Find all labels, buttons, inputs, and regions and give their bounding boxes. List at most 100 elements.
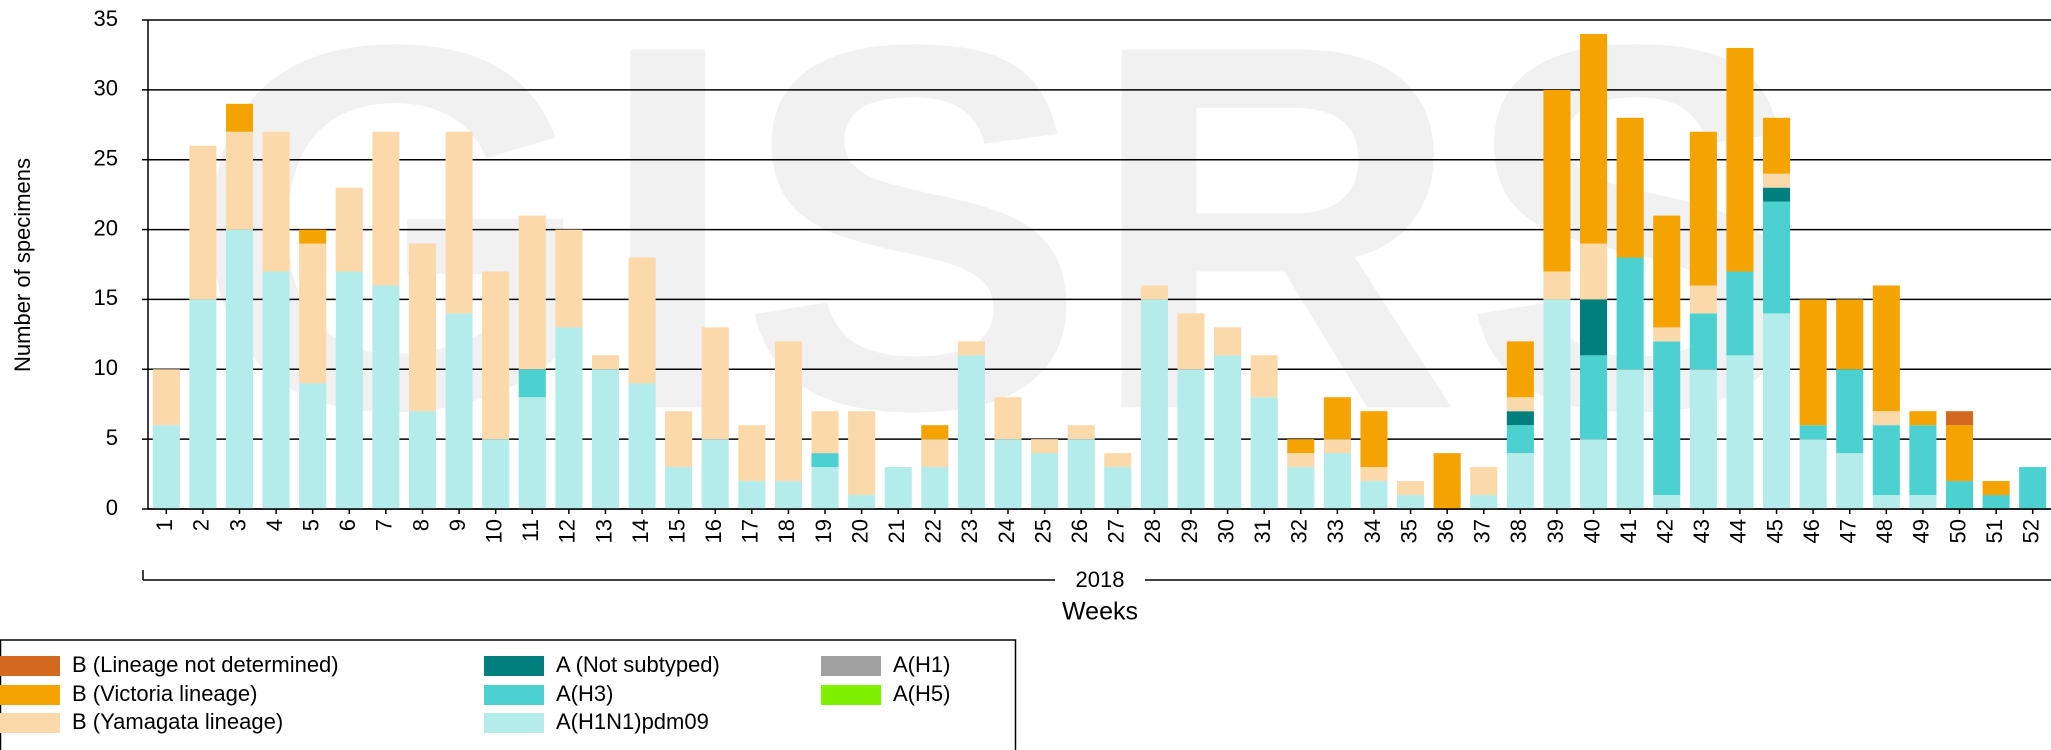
x-tick-label: 12 xyxy=(555,519,580,543)
bar-segment xyxy=(1982,481,2010,496)
x-tick-label: 46 xyxy=(1799,519,1824,543)
bar-segment xyxy=(1836,453,1864,509)
legend-label: A (Not subtyped) xyxy=(556,652,720,677)
y-tick-label: 10 xyxy=(94,355,118,380)
x-tick-label: 39 xyxy=(1543,519,1568,543)
x-tick-label: 40 xyxy=(1579,519,1604,543)
x-tick-label: 44 xyxy=(1726,519,1751,543)
bar-segment xyxy=(1836,369,1864,454)
bar-segment xyxy=(189,145,217,300)
x-tick-label: 43 xyxy=(1689,519,1714,543)
bar-segment xyxy=(1360,411,1388,468)
bar-segment xyxy=(1945,481,1974,509)
bar-segment xyxy=(1433,453,1461,509)
bar-segment xyxy=(1506,341,1534,398)
bar-segment xyxy=(372,285,400,509)
bar-segment xyxy=(1726,271,1754,356)
bar-segment xyxy=(1872,495,1900,509)
bar-segment xyxy=(1177,369,1205,509)
bar-segment xyxy=(811,453,839,468)
bar-segment xyxy=(1067,439,1095,509)
bar-segment xyxy=(994,397,1022,440)
x-tick-label: 51 xyxy=(1982,519,2007,543)
y-tick-label: 20 xyxy=(94,215,118,240)
bar-segment xyxy=(1762,173,1791,188)
bar-segment xyxy=(665,411,693,468)
legend-swatch xyxy=(484,685,544,705)
x-tick-label: 33 xyxy=(1323,519,1348,543)
x-tick-label: 14 xyxy=(628,519,653,543)
bar-segment xyxy=(1397,495,1425,509)
bar-segment xyxy=(445,313,473,509)
x-tick-label: 18 xyxy=(774,519,799,543)
bar-segment xyxy=(1323,397,1351,440)
x-tick-label: 49 xyxy=(1909,519,1934,543)
legend-swatch xyxy=(821,656,881,676)
x-tick-label: 24 xyxy=(994,519,1019,543)
x-tick-label: 47 xyxy=(1836,519,1861,543)
bar-segment xyxy=(299,229,327,244)
x-tick-label: 19 xyxy=(811,519,836,543)
x-tick-label: 32 xyxy=(1287,519,1312,543)
bar-segment xyxy=(1360,467,1388,482)
bar-segment xyxy=(335,271,363,509)
bar-segment xyxy=(1067,425,1095,440)
bar-segment xyxy=(1580,243,1608,300)
bar-segment xyxy=(1945,425,1974,482)
x-tick-label: 29 xyxy=(1177,519,1202,543)
bar-segment xyxy=(1250,355,1278,398)
bar-segment xyxy=(1104,453,1132,468)
bar-segment xyxy=(591,369,619,509)
bar-segment xyxy=(738,425,766,482)
bar-segment xyxy=(225,229,254,510)
bar-segment xyxy=(628,383,656,509)
bar-segment xyxy=(1543,89,1571,272)
bar-segment xyxy=(1945,411,1974,426)
legend-swatch xyxy=(0,685,60,705)
bar-segment xyxy=(1323,453,1351,509)
bar-segment xyxy=(408,243,437,412)
bar-segment xyxy=(1287,439,1315,454)
bar-segment xyxy=(1689,131,1717,286)
x-tick-label: 23 xyxy=(957,519,982,543)
y-tick-label: 15 xyxy=(94,285,118,310)
bar-segment xyxy=(811,411,839,454)
x-tick-label: 11 xyxy=(518,519,543,542)
bar-segment xyxy=(152,369,180,426)
bar-segment xyxy=(1214,327,1242,356)
bar-segment xyxy=(1580,299,1608,356)
y-tick-label: 5 xyxy=(106,425,118,450)
bar-segment xyxy=(628,257,656,384)
bar-segment xyxy=(921,425,949,440)
x-tick-label: 9 xyxy=(445,519,470,531)
bar-segment xyxy=(2019,467,2047,509)
bar-segment xyxy=(1653,215,1681,328)
legend-label: B (Yamagata lineage) xyxy=(72,709,283,734)
x-tick-label: 34 xyxy=(1360,519,1385,543)
bar-segment xyxy=(225,131,254,230)
bar-segment xyxy=(518,215,546,370)
bar-segment xyxy=(335,187,363,272)
x-tick-label: 52 xyxy=(2019,519,2044,543)
x-tick-label: 41 xyxy=(1616,519,1641,543)
bar-segment xyxy=(811,467,839,509)
x-tick-label: 5 xyxy=(298,519,323,531)
bar-segment xyxy=(884,467,912,509)
bar-segment xyxy=(1872,425,1900,496)
legend-label: A(H3) xyxy=(556,681,613,706)
bar-segment xyxy=(372,131,400,286)
bar-segment xyxy=(482,439,510,509)
y-tick-label: 0 xyxy=(106,495,118,520)
y-tick-label: 35 xyxy=(94,6,118,31)
x-tick-label: 20 xyxy=(847,519,872,543)
bar-segment xyxy=(1836,299,1864,370)
bar-segment xyxy=(1470,467,1498,496)
bar-segment xyxy=(1140,285,1168,300)
x-tick-label: 10 xyxy=(481,519,506,543)
bar-segment xyxy=(921,467,949,509)
x-tick-label: 25 xyxy=(1030,519,1055,543)
x-tick-label: 2 xyxy=(189,519,214,531)
bar-segment xyxy=(1543,299,1571,509)
legend-label: A(H1) xyxy=(893,652,950,677)
bar-segment xyxy=(445,131,473,314)
